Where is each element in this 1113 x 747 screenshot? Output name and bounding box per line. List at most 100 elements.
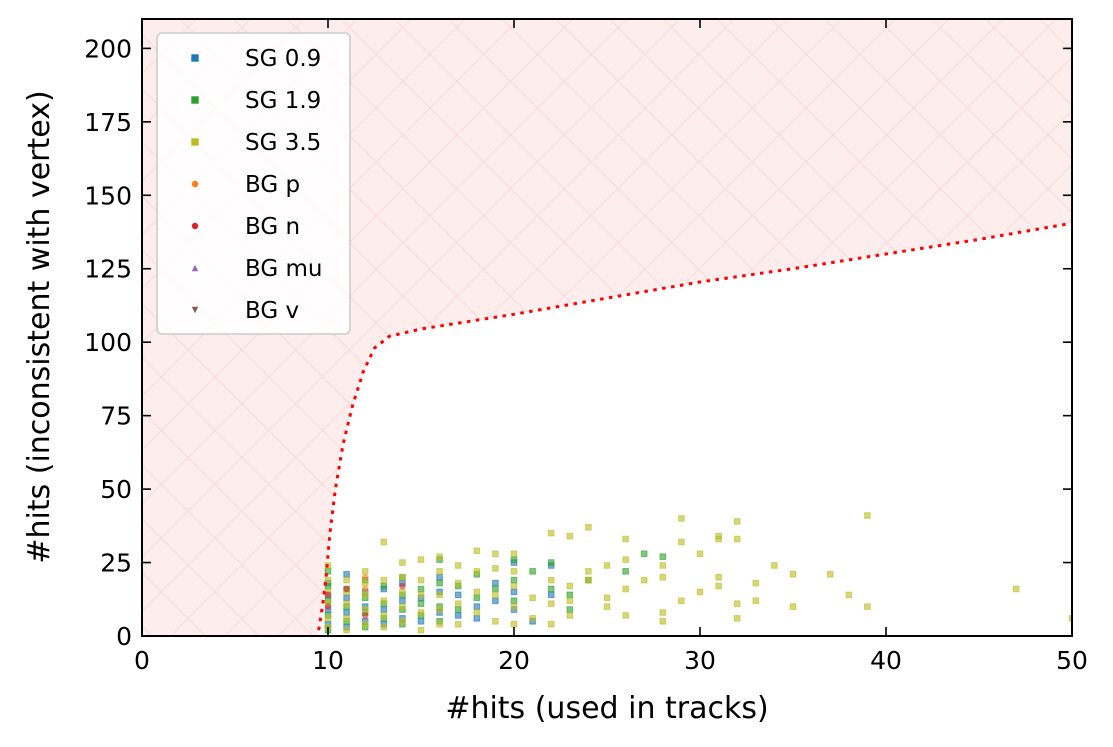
data-point [454, 591, 462, 599]
data-point [566, 532, 574, 540]
series-bg-n [324, 582, 406, 619]
data-point [361, 568, 369, 575]
data-point [510, 576, 518, 584]
data-point [510, 556, 518, 563]
data-point [324, 576, 332, 584]
data-point [473, 609, 481, 616]
y-tick-label: 100 [84, 328, 132, 357]
data-point [603, 562, 611, 569]
data-point [473, 594, 481, 602]
data-point [789, 571, 797, 578]
data-point [436, 591, 443, 599]
data-point [696, 550, 704, 558]
data-point [529, 594, 536, 602]
data-point [566, 597, 574, 605]
legend: SG 0.9 SG 1.9 SG 3.5 BG p BG n BG mu BG v [156, 32, 351, 335]
plot-frame [141, 18, 1073, 637]
data-point [417, 585, 425, 593]
data-point [399, 559, 406, 566]
x-axis-label: #hits (used in tracks) [445, 691, 768, 726]
data-point [547, 620, 555, 628]
data-point [733, 518, 741, 525]
data-point [696, 588, 704, 596]
data-point [417, 618, 425, 625]
data-point [380, 582, 388, 590]
data-point [324, 603, 332, 610]
data-point [547, 576, 555, 584]
data-point [733, 600, 741, 607]
legend-label: SG 0.9 [245, 46, 321, 72]
data-point [510, 597, 518, 605]
data-point [603, 594, 611, 602]
data-point [436, 606, 443, 613]
data-point [566, 591, 574, 599]
data-point [417, 556, 425, 563]
data-point [492, 585, 499, 593]
data-point [492, 579, 499, 587]
data-point [454, 562, 462, 569]
data-point [399, 588, 406, 596]
data-point [380, 612, 388, 619]
data-point [324, 615, 332, 622]
data-point [733, 615, 741, 622]
y-tick-label: 200 [84, 34, 132, 63]
data-point [715, 582, 722, 590]
data-point [659, 553, 667, 560]
data-point [436, 573, 443, 581]
data-point [510, 620, 518, 628]
legend-label: BG p [245, 172, 300, 198]
data-point [845, 591, 853, 599]
data-point [399, 573, 406, 581]
data-point [659, 618, 667, 625]
data-point [752, 579, 760, 587]
data-point [715, 532, 722, 540]
data-point [454, 612, 462, 619]
data-point [343, 615, 350, 622]
data-point [343, 594, 350, 602]
data-point [826, 571, 834, 578]
data-point [566, 612, 574, 619]
legend-marker [191, 96, 199, 104]
data-point [454, 600, 462, 607]
data-point [510, 582, 518, 590]
x-tick-label: 30 [684, 646, 716, 675]
data-point [343, 585, 350, 593]
data-point [492, 618, 499, 625]
data-point [324, 591, 332, 599]
data-point [380, 538, 388, 546]
data-point [343, 600, 350, 607]
data-point [380, 576, 388, 584]
data-point [473, 615, 481, 622]
data-point [361, 620, 369, 628]
legend-marker [191, 222, 199, 230]
data-point [361, 591, 369, 599]
data-point [585, 523, 592, 531]
data-point [380, 606, 388, 613]
legend-label: SG 3.5 [245, 130, 321, 156]
data-point [603, 603, 611, 610]
data-point [473, 603, 481, 610]
data-point [864, 603, 871, 610]
data-point [547, 591, 555, 599]
data-point [380, 623, 388, 631]
data-point [399, 597, 406, 605]
data-point [492, 597, 499, 605]
data-point [715, 573, 722, 581]
data-point [510, 588, 518, 596]
legend-label: BG n [245, 214, 300, 240]
data-point [417, 609, 425, 616]
data-point [547, 559, 555, 566]
y-tick-label: 50 [100, 475, 132, 504]
data-point [529, 615, 536, 622]
data-point [436, 620, 443, 628]
data-point [864, 512, 871, 519]
data-point [473, 588, 481, 596]
data-point [417, 600, 425, 607]
data-point [454, 606, 462, 613]
data-point [362, 585, 369, 593]
data-point [547, 529, 555, 537]
data-point [510, 603, 518, 610]
data-point [622, 585, 629, 593]
data-point [622, 535, 629, 543]
